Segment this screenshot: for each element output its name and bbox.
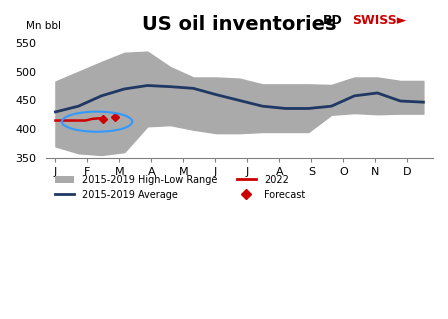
Legend: 2015-2019 High-Low Range, 2015-2019 Average, 2022, Forecast: 2015-2019 High-Low Range, 2015-2019 Aver… — [51, 171, 309, 204]
Text: Mn bbl: Mn bbl — [26, 21, 61, 31]
Text: SWISS►: SWISS► — [352, 14, 406, 27]
Title: US oil inventories: US oil inventories — [142, 15, 337, 34]
Text: BD: BD — [323, 14, 342, 27]
